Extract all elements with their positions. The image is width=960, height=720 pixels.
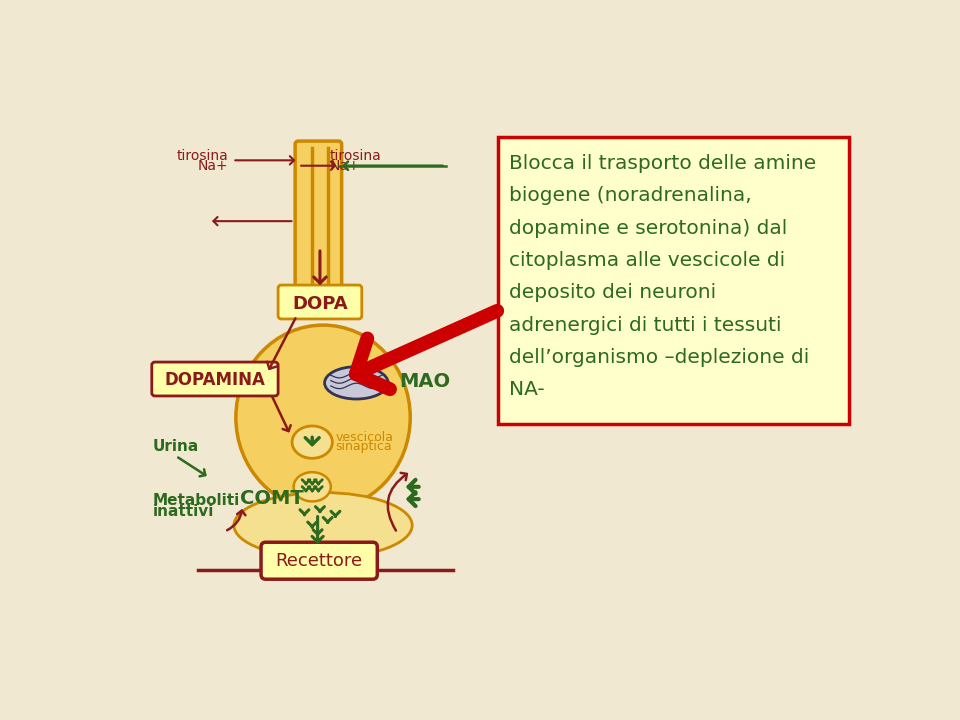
FancyBboxPatch shape <box>498 138 849 423</box>
Text: Na+: Na+ <box>198 158 228 173</box>
Ellipse shape <box>236 325 410 510</box>
Text: biogene (noradrenalina,: biogene (noradrenalina, <box>509 186 752 205</box>
Text: Blocca il trasporto delle amine: Blocca il trasporto delle amine <box>509 154 816 173</box>
Text: citoplasma alle vescicole di: citoplasma alle vescicole di <box>509 251 785 270</box>
FancyBboxPatch shape <box>261 542 377 579</box>
Text: vescicola: vescicola <box>335 431 394 444</box>
Text: inattivi: inattivi <box>153 504 214 519</box>
FancyBboxPatch shape <box>152 362 278 396</box>
Ellipse shape <box>324 366 388 399</box>
Text: tirosina: tirosina <box>177 149 228 163</box>
FancyBboxPatch shape <box>295 141 342 301</box>
Text: NA-: NA- <box>509 380 544 400</box>
Text: Na+: Na+ <box>329 158 360 173</box>
Text: Recettore: Recettore <box>276 552 363 570</box>
Ellipse shape <box>294 472 331 501</box>
Text: deposito dei neuroni: deposito dei neuroni <box>509 283 716 302</box>
Text: DOPA: DOPA <box>292 294 348 312</box>
Ellipse shape <box>234 492 412 558</box>
Text: dopamine e serotonina) dal: dopamine e serotonina) dal <box>509 219 787 238</box>
Text: dell’organismo –deplezione di: dell’organismo –deplezione di <box>509 348 809 367</box>
Text: Urina: Urina <box>153 439 199 454</box>
Text: Metaboliti: Metaboliti <box>153 493 240 508</box>
Ellipse shape <box>292 426 332 459</box>
Text: MAO: MAO <box>399 372 450 391</box>
FancyBboxPatch shape <box>278 285 362 319</box>
Text: sinaptica: sinaptica <box>335 440 392 454</box>
Text: COMT: COMT <box>240 489 303 508</box>
Text: tirosina: tirosina <box>329 149 381 163</box>
Text: DOPAMINA: DOPAMINA <box>165 371 266 389</box>
Text: adrenergici di tutti i tessuti: adrenergici di tutti i tessuti <box>509 315 781 335</box>
